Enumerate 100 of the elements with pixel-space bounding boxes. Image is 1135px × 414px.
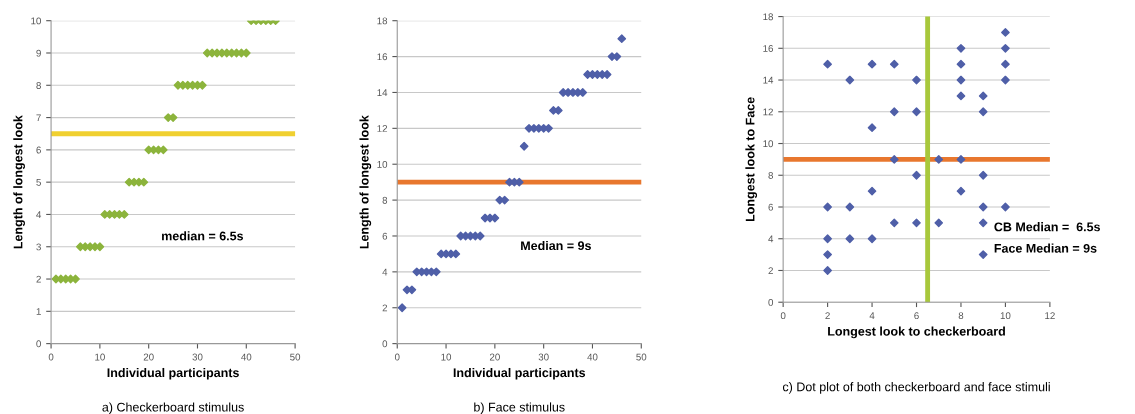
point <box>889 59 899 69</box>
point <box>617 34 627 44</box>
point <box>956 59 966 69</box>
y-axis-title: Length of longest look <box>13 115 25 249</box>
annotation: Face Median = 9s <box>994 243 1097 253</box>
point <box>978 218 988 228</box>
point <box>912 107 921 117</box>
point <box>956 91 966 101</box>
point <box>823 59 832 69</box>
point <box>845 202 855 212</box>
point <box>823 234 832 244</box>
point <box>956 186 966 196</box>
y-tick-label: 5 <box>36 178 41 186</box>
point <box>867 59 877 69</box>
x-tick-label: 40 <box>241 353 252 361</box>
point <box>845 234 855 244</box>
y-tick-label: 10 <box>763 140 774 148</box>
x-tick-label: 50 <box>636 353 647 361</box>
point <box>912 218 921 228</box>
y-tick-label: 4 <box>36 211 42 218</box>
point <box>823 202 832 212</box>
x-axis-title: Individual participants <box>453 367 586 380</box>
x-tick-label: 0 <box>394 353 400 361</box>
point <box>978 250 988 259</box>
y-tick-label: 16 <box>377 53 388 61</box>
y-tick-label: 8 <box>382 196 388 204</box>
point <box>978 170 988 180</box>
y-tick-label: 0 <box>768 298 774 306</box>
y-tick-label: 6 <box>768 203 773 211</box>
y-tick-label: 18 <box>377 17 388 25</box>
x-axis-title: Longest look to checkerboard <box>828 326 1005 339</box>
y-tick-label: 10 <box>31 17 41 25</box>
point <box>867 123 877 133</box>
point <box>978 91 988 101</box>
x-tick-label: 4 <box>869 312 875 319</box>
y-tick-label: 1 <box>36 308 41 315</box>
y-tick-label: 16 <box>763 45 773 52</box>
point <box>867 234 877 244</box>
x-tick-label: 10 <box>441 353 452 361</box>
point <box>845 75 855 85</box>
y-tick-label: 6 <box>36 146 41 154</box>
point <box>956 75 966 85</box>
y-tick-label: 8 <box>36 82 41 89</box>
x-tick-label: 10 <box>95 353 105 361</box>
point <box>889 218 899 228</box>
x-tick-label: 40 <box>587 353 598 361</box>
x-tick-label: 2 <box>825 312 830 319</box>
point <box>1001 28 1010 37</box>
x-axis-title: Individual participants <box>107 367 239 380</box>
point <box>912 75 921 85</box>
point <box>978 202 988 212</box>
annotation: Median = 9s <box>521 240 591 251</box>
x-tick-label: 8 <box>958 312 964 320</box>
y-tick-label: 12 <box>763 108 773 116</box>
y-tick-label: 4 <box>768 235 774 243</box>
y-tick-label: 14 <box>763 76 774 84</box>
y-tick-label: 14 <box>377 89 388 96</box>
y-axis-title: Length of longest look <box>359 115 372 249</box>
y-tick-label: 9 <box>36 49 41 57</box>
y-tick-label: 10 <box>377 160 388 168</box>
point <box>912 170 921 180</box>
point <box>889 107 899 117</box>
point <box>1001 59 1010 69</box>
point <box>397 303 407 313</box>
point <box>1001 202 1010 212</box>
y-axis-title: Longest look to Face <box>745 97 758 222</box>
x-tick-label: 0 <box>48 353 54 361</box>
x-tick-label: 12 <box>1045 312 1055 319</box>
point <box>823 266 832 275</box>
point <box>934 155 944 164</box>
y-tick-label: 12 <box>377 125 388 132</box>
annotation: median = 6.5s <box>162 231 244 241</box>
point <box>978 107 988 117</box>
x-tick-label: 20 <box>143 353 154 361</box>
point <box>519 141 529 151</box>
point <box>1001 43 1010 53</box>
text: c) Dot plot of both checkerboard and face stimuli <box>782 382 1050 394</box>
x-tick-label: 6 <box>914 312 919 320</box>
y-tick-label: 4 <box>382 268 388 276</box>
x-tick-label: 20 <box>489 353 500 361</box>
point <box>956 155 966 164</box>
point <box>823 250 832 259</box>
point <box>867 186 877 196</box>
y-tick-label: 0 <box>382 340 388 348</box>
point <box>956 43 966 53</box>
text: b) Face stimulus <box>474 402 565 414</box>
x-tick-label: 30 <box>538 353 549 361</box>
text: a) Checkerboard stimulus <box>102 402 244 414</box>
y-tick-label: 7 <box>36 114 41 122</box>
y-tick-label: 2 <box>768 267 773 274</box>
y-tick-label: 0 <box>36 340 41 348</box>
x-tick-label: 30 <box>192 353 203 361</box>
point <box>934 218 944 228</box>
y-tick-label: 8 <box>768 171 774 179</box>
x-tick-label: 0 <box>780 312 786 320</box>
y-tick-label: 3 <box>36 243 41 251</box>
y-tick-label: 2 <box>382 304 388 312</box>
y-tick-label: 6 <box>382 232 388 240</box>
x-tick-label: 50 <box>290 353 301 361</box>
annotation: CB Median = 6.5s <box>994 222 1100 232</box>
